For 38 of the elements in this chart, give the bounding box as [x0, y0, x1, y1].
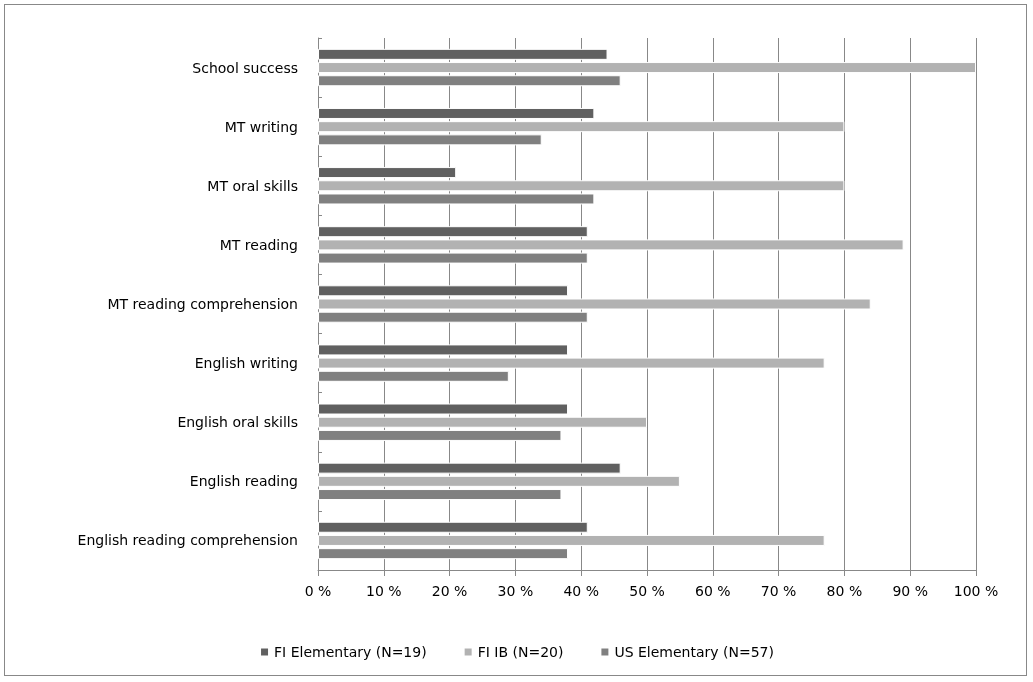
bar: [318, 416, 647, 428]
y-tick-label: School success: [192, 59, 298, 76]
bar: [318, 534, 825, 546]
bar: [318, 107, 595, 119]
bar: [318, 462, 621, 474]
x-tick-label: 10 %: [366, 583, 402, 599]
x-tick-label: 40 %: [563, 583, 599, 599]
y-tick-label: MT reading: [219, 236, 298, 253]
x-tick-label: 60 %: [695, 583, 731, 599]
y-tick-label: MT oral skills: [207, 177, 298, 194]
x-tick-label: 30 %: [497, 583, 534, 599]
x-tick-label: 80 %: [826, 583, 863, 599]
bar: [318, 521, 588, 533]
legend-label: US Elementary (N=57): [614, 644, 774, 660]
y-tick-label: MT writing: [224, 118, 298, 135]
bar: [318, 298, 871, 310]
bar: [318, 48, 608, 60]
y-tick-label: English reading: [189, 473, 298, 490]
bar: [318, 167, 457, 179]
y-tick-label: English reading comprehension: [77, 532, 298, 549]
legend-label: FI IB (N=20): [477, 644, 564, 660]
x-tick-label: 50 %: [629, 583, 665, 599]
y-tick-label: English oral skills: [177, 414, 298, 431]
legend-label: FI Elementary (N=19): [274, 644, 427, 660]
x-tick-label: 70 %: [760, 583, 797, 599]
x-tick-label: 20 %: [431, 583, 468, 599]
bar: [318, 226, 588, 238]
x-tick-label: 0 %: [304, 583, 332, 599]
bar: [318, 121, 845, 133]
y-tick-label: MT reading comprehension: [107, 296, 298, 312]
bar: [318, 403, 569, 415]
x-tick-label: 100 %: [953, 583, 999, 599]
bar: [318, 180, 845, 192]
x-tick-label: 90 %: [892, 583, 928, 599]
bar: [318, 475, 680, 487]
bar: [318, 62, 976, 74]
bar: [318, 285, 569, 297]
y-tick-label: English writing: [194, 355, 298, 372]
